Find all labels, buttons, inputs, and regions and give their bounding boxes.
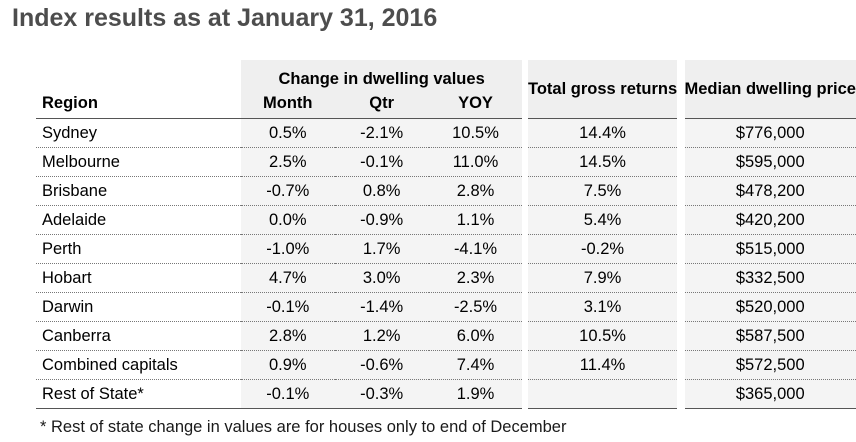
month-cell: -0.1% <box>240 292 335 322</box>
median-price-cell: $332,500 <box>684 263 856 293</box>
month-cell: -1.0% <box>240 234 335 264</box>
region-cell: Adelaide <box>36 205 241 235</box>
month-cell: 0.5% <box>240 118 335 148</box>
total-returns-cell <box>527 379 678 409</box>
month-cell: 4.7% <box>240 263 335 293</box>
region-cell: Perth <box>36 234 241 264</box>
region-cell: Sydney <box>36 118 241 148</box>
qtr-cell: 3.0% <box>334 263 429 293</box>
footnote: * Rest of state change in values are for… <box>40 418 567 436</box>
qtr-cell: -1.4% <box>334 292 429 322</box>
total-returns-cell: 7.9% <box>527 263 678 293</box>
median-price-cell: $595,000 <box>684 147 856 177</box>
total-returns-cell: -0.2% <box>527 234 678 264</box>
total-returns-cell: 3.1% <box>527 292 678 322</box>
table-row: Adelaide 0.0% -0.9% 1.1% 5.4% $420,200 <box>36 205 856 235</box>
median-price-cell: $420,200 <box>684 205 856 235</box>
region-header: Region <box>36 89 241 119</box>
qtr-cell: -0.3% <box>334 379 429 409</box>
region-cell: Brisbane <box>36 176 241 206</box>
region-cell: Hobart <box>36 263 241 293</box>
yoy-cell: 2.8% <box>428 176 523 206</box>
median-price-cell: $520,000 <box>684 292 856 322</box>
qtr-cell: 0.8% <box>334 176 429 206</box>
median-price-cell: $587,500 <box>684 321 856 351</box>
yoy-cell: -2.5% <box>428 292 523 322</box>
median-price-cell: $365,000 <box>684 379 856 409</box>
month-cell: 0.0% <box>240 205 335 235</box>
table-row: Canberra 2.8% 1.2% 6.0% 10.5% $587,500 <box>36 321 856 351</box>
yoy-cell: -4.1% <box>428 234 523 264</box>
table-row: Sydney 0.5% -2.1% 10.5% 14.4% $776,000 <box>36 118 856 148</box>
region-cell: Rest of State* <box>36 379 241 409</box>
yoy-cell: 2.3% <box>428 263 523 293</box>
table-row: Darwin -0.1% -1.4% -2.5% 3.1% $520,000 <box>36 292 856 322</box>
total-gross-returns-header: Total gross returns <box>527 60 678 119</box>
region-cell: Combined capitals <box>36 350 241 380</box>
table-row: Melbourne 2.5% -0.1% 11.0% 14.5% $595,00… <box>36 147 856 177</box>
month-header: Month <box>240 89 335 119</box>
month-cell: -0.1% <box>240 379 335 409</box>
month-cell: -0.7% <box>240 176 335 206</box>
page-title: Index results as at January 31, 2016 <box>12 4 438 32</box>
qtr-cell: -0.6% <box>334 350 429 380</box>
qtr-cell: -0.9% <box>334 205 429 235</box>
yoy-header: YOY <box>428 89 523 119</box>
yoy-cell: 10.5% <box>428 118 523 148</box>
month-cell: 2.8% <box>240 321 335 351</box>
region-cell: Darwin <box>36 292 241 322</box>
total-returns-cell: 10.5% <box>527 321 678 351</box>
index-results-table: Change in dwelling values Total gross re… <box>36 60 856 409</box>
qtr-cell: 1.7% <box>334 234 429 264</box>
median-price-cell: $572,500 <box>684 350 856 380</box>
table-row: Perth -1.0% 1.7% -4.1% -0.2% $515,000 <box>36 234 856 264</box>
median-price-cell: $776,000 <box>684 118 856 148</box>
region-cell: Melbourne <box>36 147 241 177</box>
total-returns-cell: 7.5% <box>527 176 678 206</box>
table-row: Brisbane -0.7% 0.8% 2.8% 7.5% $478,200 <box>36 176 856 206</box>
month-cell: 0.9% <box>240 350 335 380</box>
median-price-cell: $515,000 <box>684 234 856 264</box>
qtr-cell: 1.2% <box>334 321 429 351</box>
total-returns-cell: 14.4% <box>527 118 678 148</box>
change-in-values-header: Change in dwelling values <box>240 60 523 89</box>
median-dwelling-price-header: Median dwelling price <box>684 60 856 119</box>
yoy-cell: 1.1% <box>428 205 523 235</box>
table-row: Rest of State* -0.1% -0.3% 1.9% $365,000 <box>36 379 856 409</box>
table-row: Hobart 4.7% 3.0% 2.3% 7.9% $332,500 <box>36 263 856 293</box>
yoy-cell: 6.0% <box>428 321 523 351</box>
total-returns-cell: 14.5% <box>527 147 678 177</box>
yoy-cell: 11.0% <box>428 147 523 177</box>
median-price-cell: $478,200 <box>684 176 856 206</box>
yoy-cell: 7.4% <box>428 350 523 380</box>
total-returns-cell: 11.4% <box>527 350 678 380</box>
qtr-cell: -0.1% <box>334 147 429 177</box>
yoy-cell: 1.9% <box>428 379 523 409</box>
total-returns-cell: 5.4% <box>527 205 678 235</box>
qtr-cell: -2.1% <box>334 118 429 148</box>
qtr-header: Qtr <box>334 89 429 119</box>
region-cell: Canberra <box>36 321 241 351</box>
table-row: Combined capitals 0.9% -0.6% 7.4% 11.4% … <box>36 350 856 380</box>
month-cell: 2.5% <box>240 147 335 177</box>
